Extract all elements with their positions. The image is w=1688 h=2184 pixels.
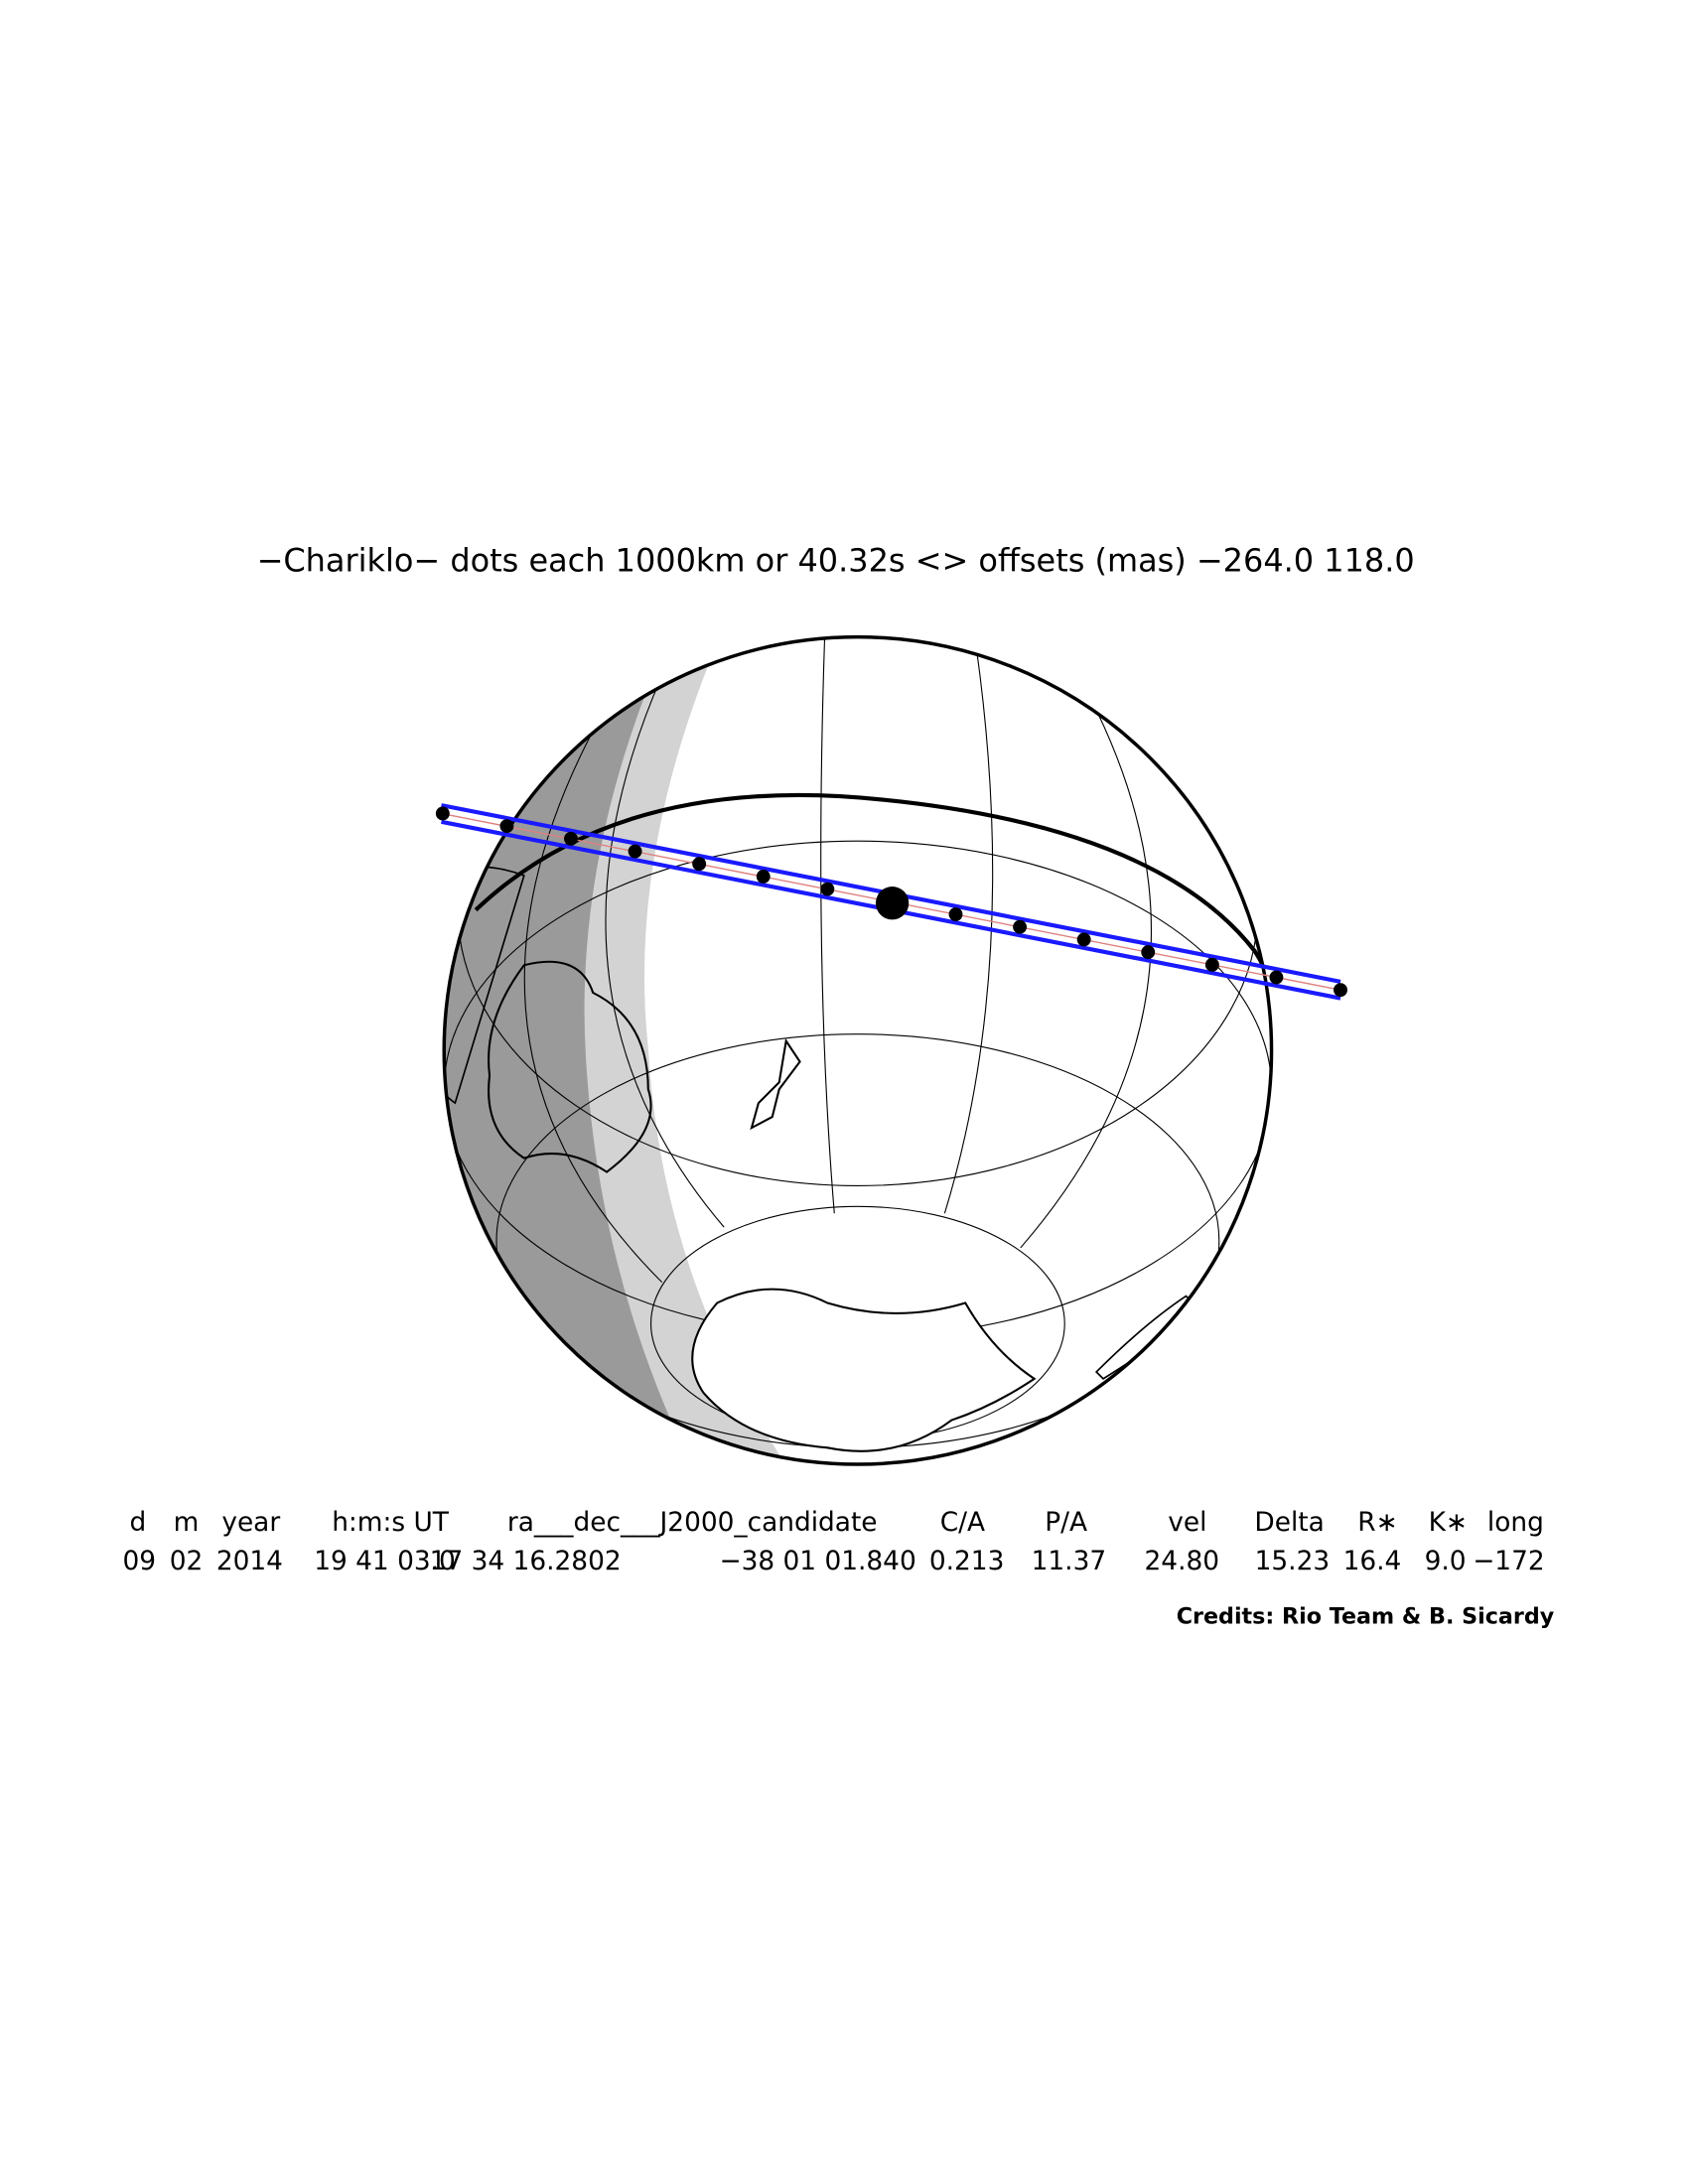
column-value: 9.0 [1425, 1547, 1467, 1576]
column-value: 11.37 [1032, 1547, 1107, 1576]
track-dot [820, 882, 835, 896]
track-dot [1269, 970, 1284, 985]
column-header: d [130, 1508, 147, 1538]
track-dot [1204, 957, 1219, 972]
column-header: ra___dec___J2000_candidate [507, 1508, 878, 1538]
column-value: 09 [122, 1547, 156, 1576]
column-value: 19 41 03.0 [314, 1547, 456, 1576]
track-dot [1334, 983, 1347, 998]
track-dot [564, 831, 578, 846]
track-dot [756, 869, 771, 884]
track-dot [692, 857, 707, 872]
column-header: year [221, 1508, 280, 1538]
column-header: K∗ [1429, 1508, 1468, 1538]
track-dot [1141, 945, 1156, 960]
column-value: 2014 [216, 1547, 283, 1576]
column-header: Delta [1254, 1508, 1324, 1538]
track-dot [628, 844, 642, 859]
column-header: vel [1168, 1508, 1206, 1538]
credits: Credits: Rio Team & B. Sicardy [1177, 1604, 1555, 1630]
column-value: 15.23 [1255, 1547, 1331, 1576]
column-header: R∗ [1357, 1508, 1397, 1538]
track-dot [1076, 932, 1091, 947]
occultation-track [435, 803, 1347, 1001]
table: d m year h:m:s UT ra___dec___J2000_candidate… [122, 1508, 1544, 1576]
track-dot [435, 806, 450, 821]
column-value: −172 [1473, 1547, 1544, 1576]
column-header: C/A [940, 1508, 985, 1538]
column-value: 24.80 [1145, 1547, 1220, 1576]
column-value: −38 01 01.840 [719, 1547, 915, 1576]
globe [442, 634, 1274, 1466]
track-dot [499, 819, 514, 834]
column-header: P/A [1045, 1508, 1087, 1538]
column-value: 17 34 16.2802 [430, 1547, 622, 1576]
column-value: 02 [170, 1547, 204, 1576]
column-header: long [1487, 1508, 1544, 1538]
track-dot [1013, 919, 1028, 934]
column-header: m [174, 1508, 200, 1538]
track-dot [948, 907, 963, 921]
title: −Chariklo− dots each 1000km or 40.32s <>… [257, 542, 1415, 580]
column-header: h:m:s UT [332, 1508, 450, 1538]
column-value: 0.213 [929, 1547, 1005, 1576]
column-value: 16.4 [1343, 1547, 1402, 1576]
